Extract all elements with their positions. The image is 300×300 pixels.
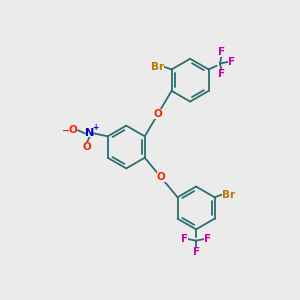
Text: O: O [154, 109, 163, 118]
Text: O: O [157, 172, 166, 182]
Text: F: F [218, 69, 225, 79]
Text: F: F [218, 47, 225, 57]
Text: Br: Br [222, 190, 236, 200]
Text: Br: Br [151, 62, 164, 72]
Text: F: F [193, 247, 200, 257]
Text: F: F [181, 234, 188, 244]
Text: N: N [85, 128, 94, 138]
Text: F: F [204, 234, 211, 244]
Text: F: F [228, 57, 236, 67]
Text: O: O [82, 142, 91, 152]
Text: +: + [93, 123, 99, 132]
Text: −: − [62, 126, 70, 136]
Text: O: O [68, 125, 77, 135]
